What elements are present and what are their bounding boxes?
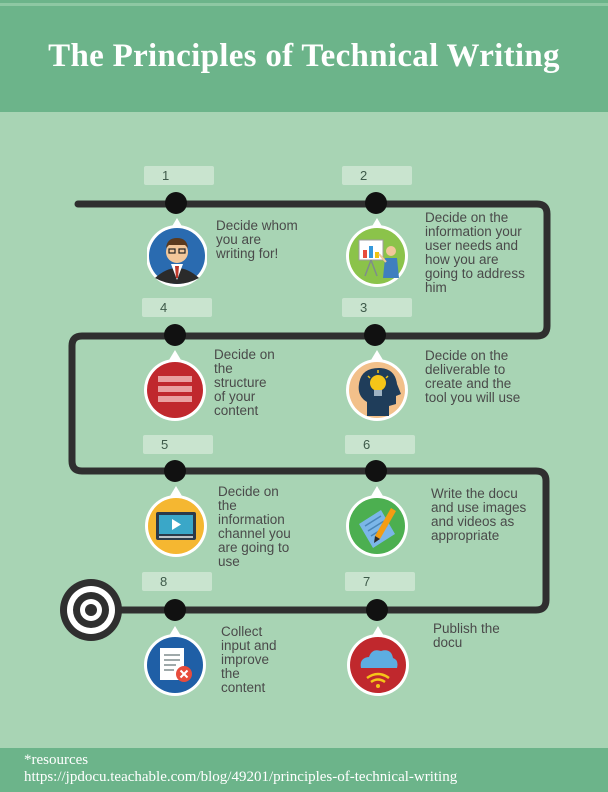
step-3-description: Decide on the deliverable to create and … <box>425 348 521 405</box>
footer-banner <box>0 748 608 792</box>
node-step-6 <box>365 460 387 482</box>
step-number-5: 5 <box>143 435 213 454</box>
presenter-icon <box>346 218 408 287</box>
step-number-1: 1 <box>144 166 214 185</box>
step-number-3: 3 <box>342 298 412 317</box>
lightbulb-head-icon <box>346 350 408 421</box>
step-8-description: Collect input and improve the content <box>221 624 277 695</box>
step-4-description: Decide on the structure of your content <box>214 347 275 418</box>
step-number-6: 6 <box>345 435 415 454</box>
list-icon <box>144 350 206 421</box>
node-step-2 <box>365 192 387 214</box>
step-7-description: Publish the docu <box>433 621 500 650</box>
node-step-1 <box>165 192 187 214</box>
pencil-paper-icon <box>346 486 408 557</box>
businessman-icon <box>147 218 207 287</box>
step-number-4: 4 <box>142 298 212 317</box>
video-screen-icon <box>145 486 207 557</box>
cloud-wifi-icon <box>347 626 409 696</box>
step-number-8: 8 <box>142 572 212 591</box>
node-step-8 <box>164 599 186 621</box>
header-stripe <box>0 3 608 6</box>
resources-label: *resources <box>24 752 89 768</box>
step-5-description: Decide on the information channel you ar… <box>218 484 291 569</box>
page-title: The Principles of Technical Writing <box>48 38 560 74</box>
step-number-2: 2 <box>342 166 412 185</box>
header-banner <box>0 0 608 112</box>
resources-url: https://jpdocu.teachable.com/blog/49201/… <box>24 769 458 785</box>
node-step-5 <box>164 460 186 482</box>
step-1-description: Decide whom you are writing for! <box>216 218 298 261</box>
target-icon <box>60 579 122 641</box>
node-step-7 <box>366 599 388 621</box>
step-6-description: Write the docu and use images and videos… <box>431 486 527 543</box>
path-line <box>68 200 551 614</box>
document-error-icon <box>144 626 206 696</box>
node-step-3 <box>364 324 386 346</box>
step-number-7: 7 <box>345 572 415 591</box>
node-step-4 <box>164 324 186 346</box>
step-2-description: Decide on the information your user need… <box>425 210 525 295</box>
